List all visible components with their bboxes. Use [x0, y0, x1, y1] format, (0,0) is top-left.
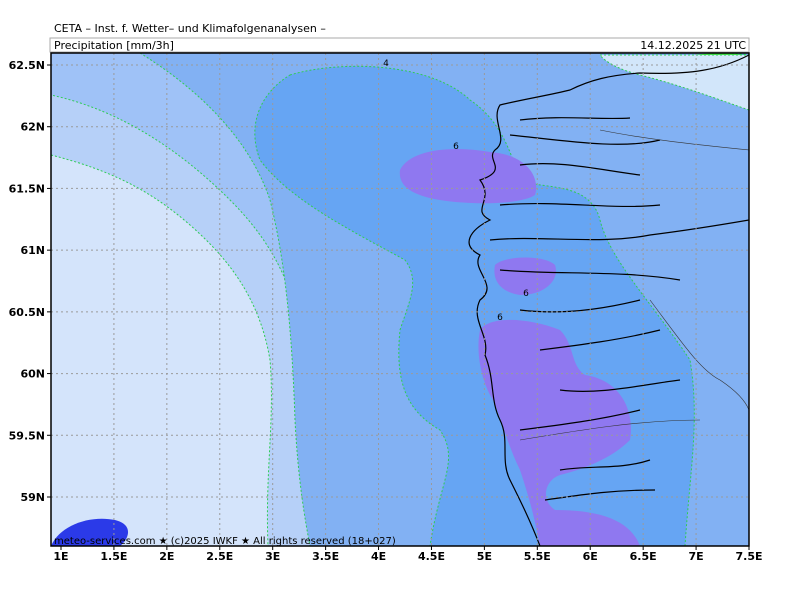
parameter: Precipitation [mm/3h] — [54, 39, 174, 52]
graticule — [51, 53, 749, 546]
contour-label: 4 — [383, 59, 389, 69]
contour-label: 6 — [453, 142, 459, 152]
precip-core — [399, 149, 537, 204]
map-frame — [50, 52, 750, 547]
contour-label: 6 — [523, 289, 529, 299]
x-tick-label: 2.5E — [206, 550, 233, 563]
map — [51, 53, 749, 546]
info-bar — [49, 37, 750, 53]
coastline — [468, 54, 749, 546]
timestamp: 14.12.2025 21 UTC — [640, 39, 746, 52]
x-tick-label: 4E — [371, 550, 386, 563]
copyright: meteo-services.com ★ (c)2025 IWKF ★ All … — [54, 536, 396, 547]
x-tick-label: 3.5E — [312, 550, 339, 563]
y-tick-label: 62N — [20, 121, 45, 134]
precip-core — [494, 257, 556, 295]
x-tick-label: 5E — [477, 550, 492, 563]
x-tick-label: 7E — [688, 550, 703, 563]
y-tick-label: 59.5N — [9, 429, 45, 442]
x-tick-label: 6E — [583, 550, 598, 563]
precip-core — [478, 319, 640, 546]
x-tick-label: 1E — [53, 550, 68, 563]
x-tick-label: 2E — [159, 550, 174, 563]
y-tick-label: 60.5N — [9, 306, 45, 319]
x-tick-label: 5.5E — [524, 550, 551, 563]
x-tick-label: 6.5E — [630, 550, 657, 563]
y-tick-label: 61N — [20, 244, 45, 257]
y-tick-label: 61.5N — [9, 182, 45, 195]
y-tick-label: 62.5N — [9, 59, 45, 72]
x-tick-label: 3E — [265, 550, 280, 563]
x-tick-label: 7.5E — [735, 550, 762, 563]
y-tick-label: 59N — [20, 491, 45, 504]
x-tick-label: 1.5E — [100, 550, 127, 563]
x-tick-label: 4.5E — [418, 550, 445, 563]
low-precip — [51, 518, 129, 546]
title: CETA – Inst. f. Wetter– und Klimafolgena… — [54, 22, 326, 35]
axes: 1E 1.5E 2E 2.5E 3E 3.5E 4E 4.5E 5E 5.5E 6E 6.5E 7E 7.… — [9, 59, 763, 563]
contour-label: 6 — [497, 313, 503, 323]
y-tick-label: 60N — [20, 368, 45, 381]
